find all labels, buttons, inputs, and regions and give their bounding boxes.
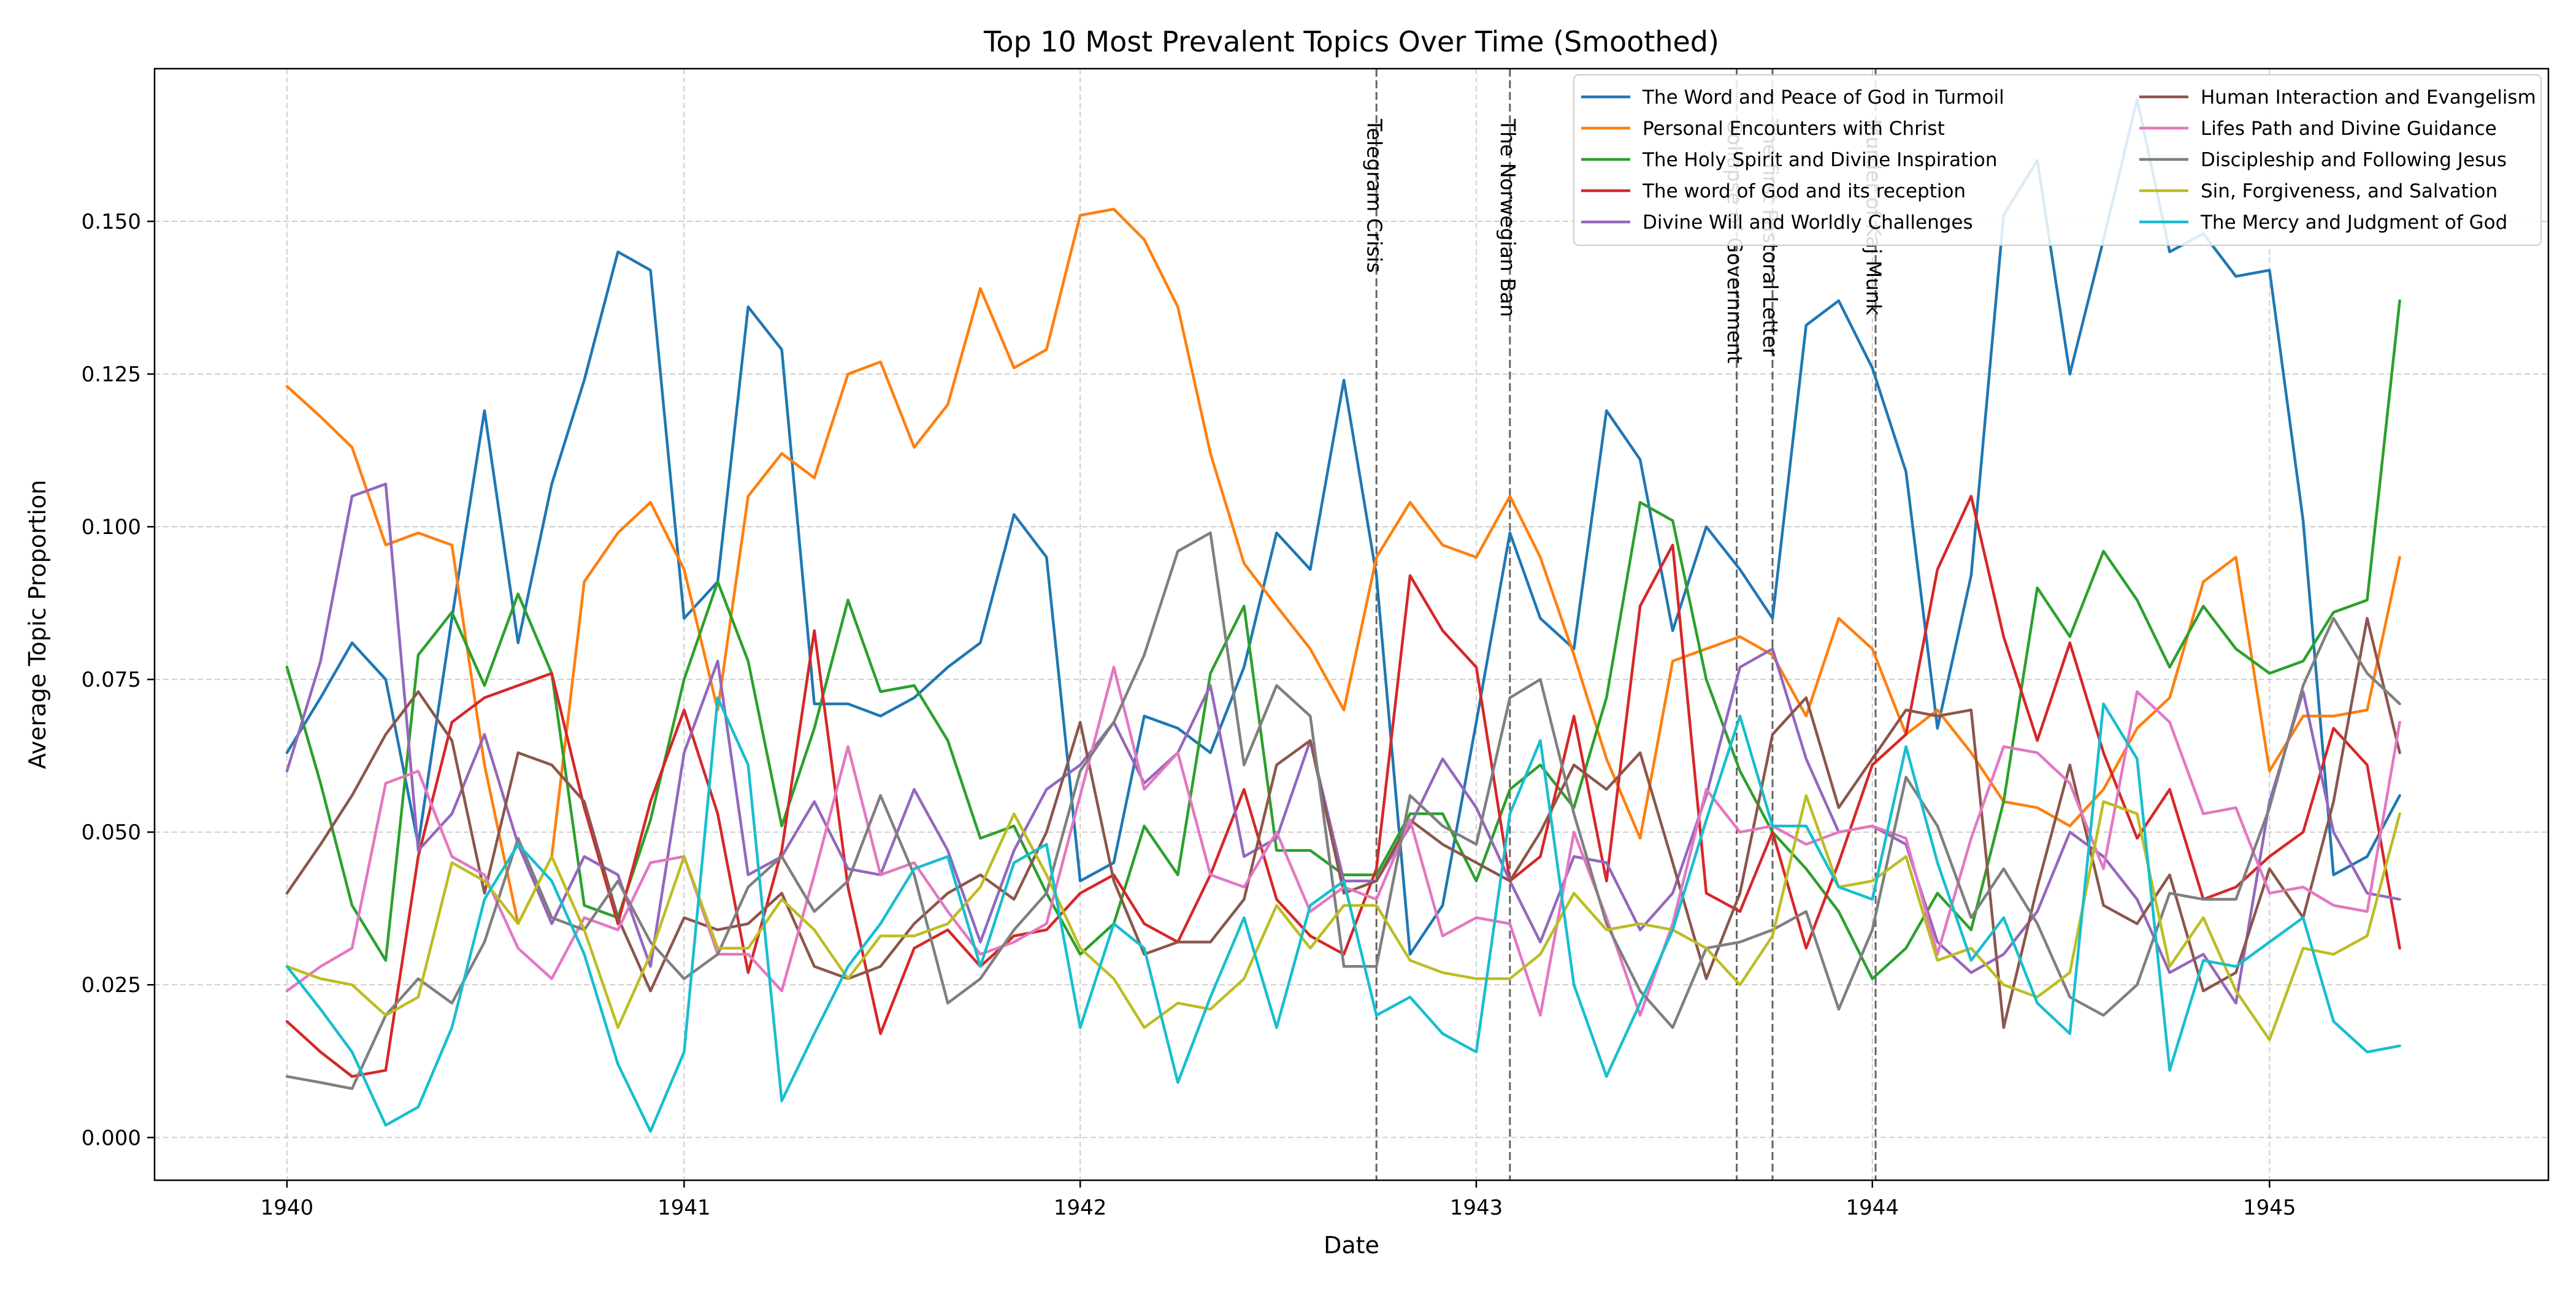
- y-tick-label: 0.100: [82, 515, 141, 540]
- legend: The Word and Peace of God in Turmoil Pers…: [1574, 75, 2541, 245]
- event-label: Telegram Crisis: [1362, 118, 1386, 273]
- y-tick-label: 0.000: [82, 1126, 141, 1150]
- x-tick-label: 1941: [657, 1196, 711, 1220]
- y-tick-label: 0.025: [82, 973, 141, 998]
- y-tick-label: 0.050: [82, 820, 141, 845]
- y-axis-label: Average Topic Proportion: [24, 480, 51, 769]
- event-label: The Norwegian Ban: [1496, 118, 1520, 317]
- legend-entry-label: Human Interaction and Evangelism: [2201, 86, 2536, 109]
- y-tick-label: 0.075: [82, 668, 141, 692]
- legend-entry-label: The Word and Peace of God in Turmoil: [1642, 86, 2004, 109]
- x-tick-label: 1940: [261, 1196, 314, 1220]
- x-tick-label: 1942: [1054, 1196, 1107, 1220]
- legend-entry-label: The Mercy and Judgment of God: [2200, 212, 2507, 234]
- x-tick-label: 1945: [2243, 1196, 2296, 1220]
- legend-entry-label: Discipleship and Following Jesus: [2201, 149, 2507, 171]
- y-tick-label: 0.125: [82, 362, 141, 387]
- x-tick-label: 1944: [1846, 1196, 1899, 1220]
- legend-entry-label: The Holy Spirit and Divine Inspiration: [1642, 149, 1997, 171]
- chart-title: Top 10 Most Prevalent Topics Over Time (…: [983, 25, 1719, 58]
- legend-entry-label: Divine Will and Worldly Challenges: [1643, 212, 1973, 234]
- legend-entry-label: Personal Encounters with Christ: [1643, 118, 1945, 140]
- legend-entry-label: The word of God and its reception: [1642, 180, 1966, 202]
- x-axis-label: Date: [1324, 1232, 1379, 1259]
- x-tick-label: 1943: [1450, 1196, 1503, 1220]
- y-tick-label: 0.150: [82, 210, 141, 234]
- legend-entry-label: Lifes Path and Divine Guidance: [2201, 118, 2497, 140]
- legend-entry-label: Sin, Forgiveness, and Salvation: [2201, 180, 2497, 202]
